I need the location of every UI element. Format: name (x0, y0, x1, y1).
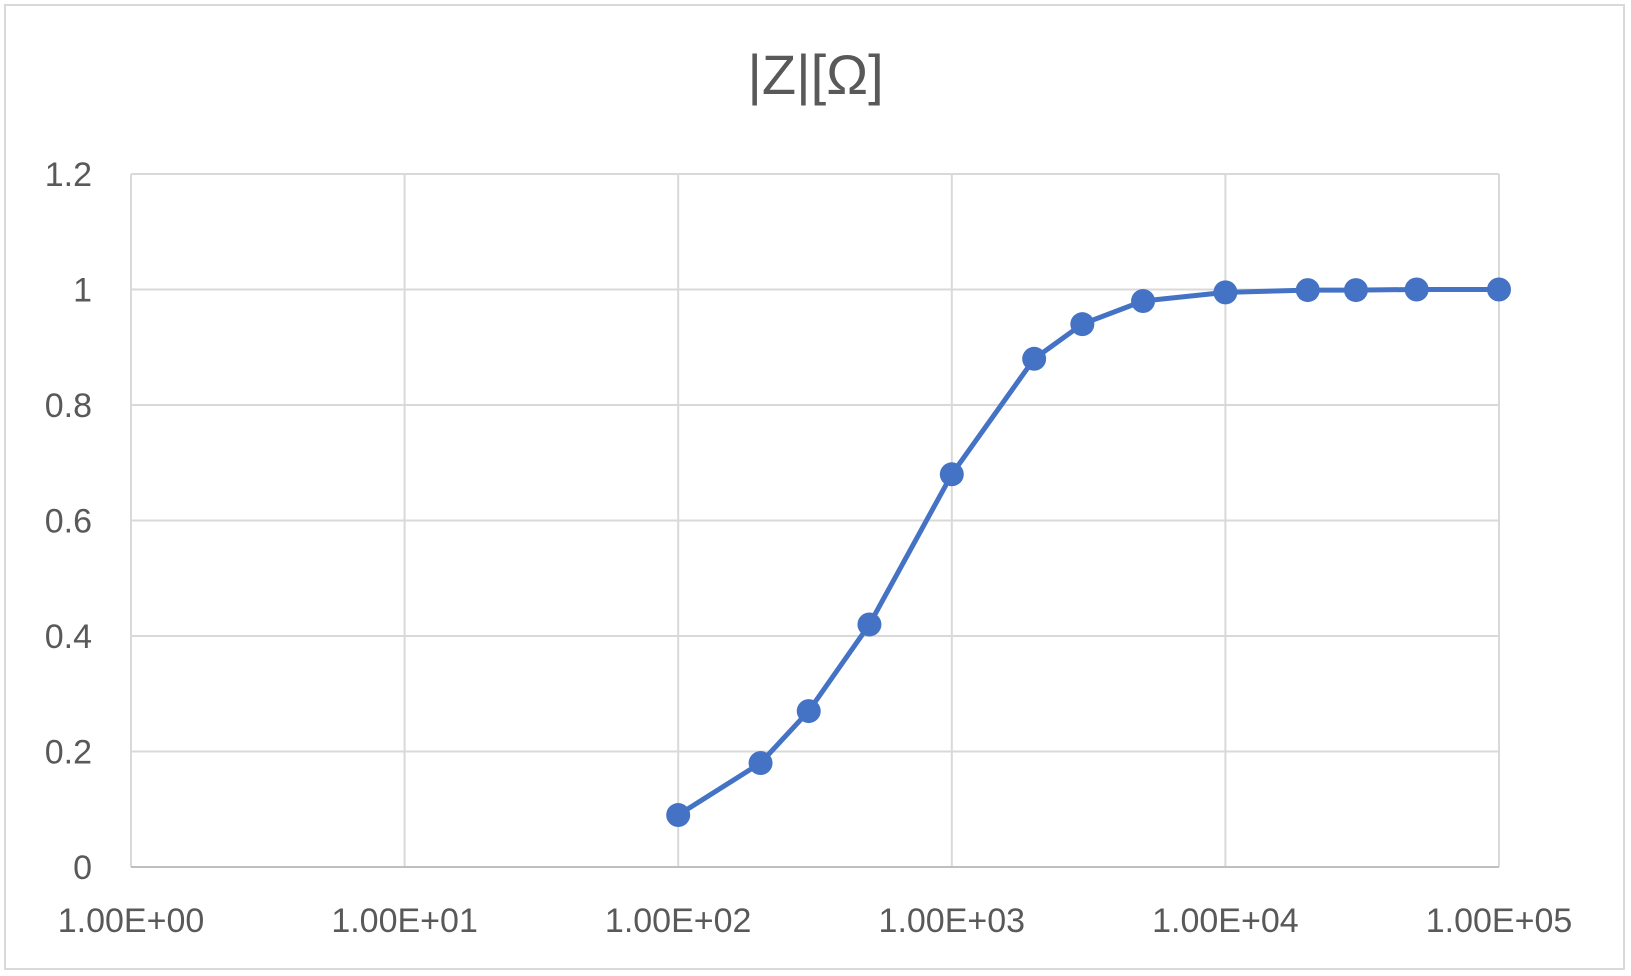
series-line (675, 287, 1502, 818)
y-tick-label: 0 (73, 849, 92, 887)
y-tick-label: 1 (73, 272, 92, 310)
data-point (857, 612, 882, 637)
y-tick-label: 0.2 (45, 734, 92, 772)
x-tick-label: 1.00E+02 (605, 902, 752, 940)
x-tick-label: 1.00E+04 (1152, 902, 1299, 940)
y-tick-label: 0.4 (45, 618, 92, 656)
data-point (1343, 278, 1368, 303)
data-point (1487, 277, 1511, 302)
tick-labels: 0 0.2 0.4 0.6 0.8 1 1.2 1.00E+00 1.00E+01 1.00E+0… (45, 156, 1573, 940)
data-point (1295, 278, 1320, 303)
y-tick-label: 0.6 (45, 503, 92, 541)
data-point (666, 803, 691, 828)
data-point (1404, 277, 1429, 302)
data-point (796, 699, 821, 724)
data-point (748, 751, 773, 776)
x-tick-label: 1.00E+03 (879, 902, 1026, 940)
data-point (1131, 289, 1156, 314)
data-point (1070, 312, 1095, 337)
grid (130, 173, 1500, 867)
x-tick-label: 1.00E+01 (331, 902, 478, 940)
x-tick-label: 1.00E+05 (1426, 902, 1573, 940)
chart-title: |Z|[Ω] (747, 43, 884, 106)
x-tick-label: 1.00E+00 (58, 902, 205, 940)
y-tick-label: 0.8 (45, 387, 92, 425)
data-point (1213, 280, 1238, 305)
series (666, 277, 1511, 828)
data-point (939, 462, 964, 487)
y-tick-label: 1.2 (45, 156, 92, 194)
chart-frame (4, 4, 1625, 970)
data-point (1022, 346, 1047, 371)
